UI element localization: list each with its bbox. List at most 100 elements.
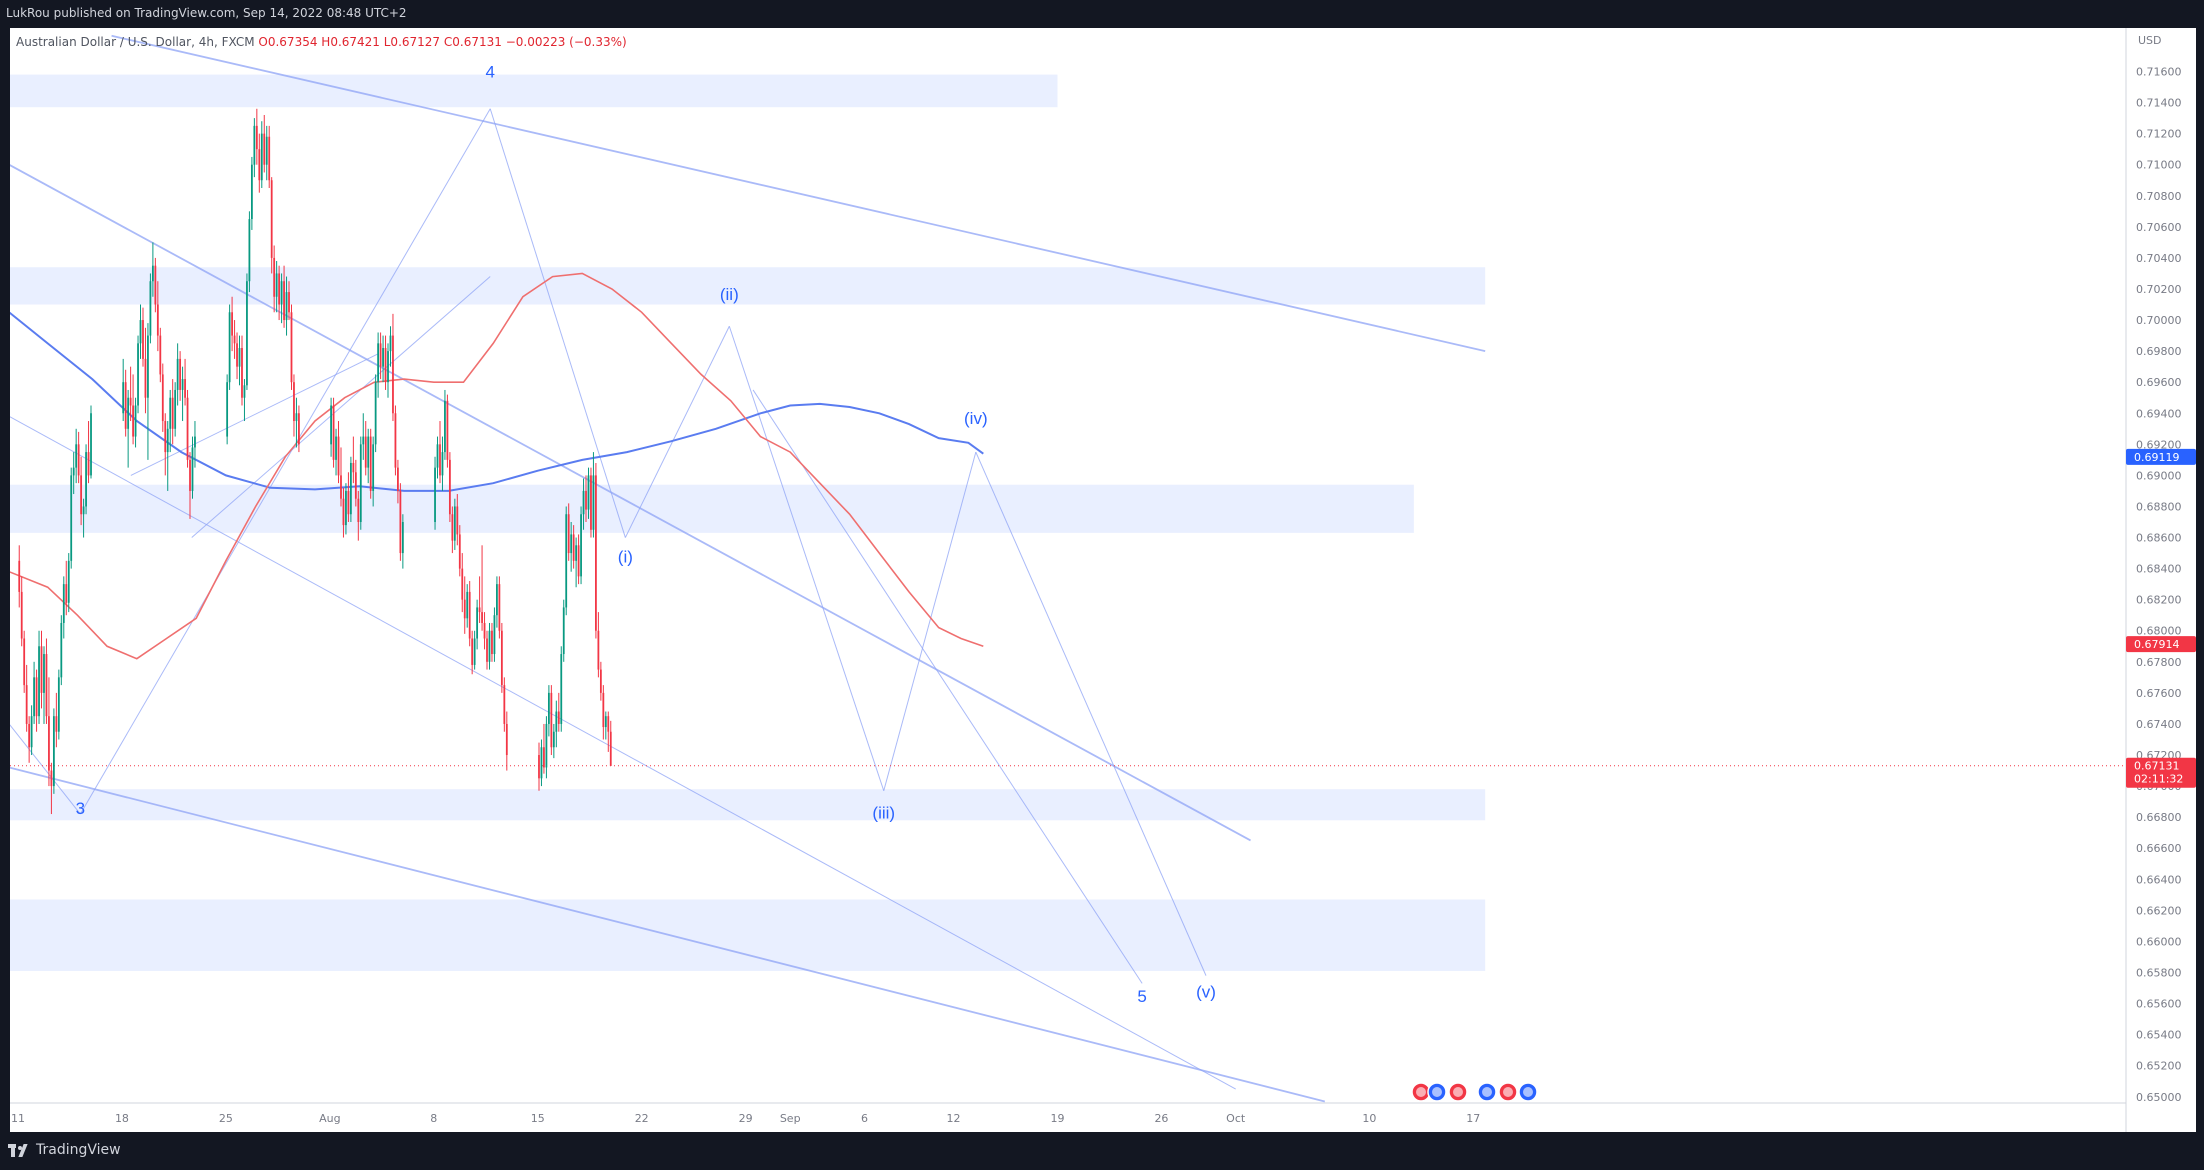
candle-body <box>263 133 266 165</box>
candle-body <box>75 444 78 468</box>
candle-body <box>354 472 357 499</box>
candle-body <box>582 490 585 515</box>
time-tick-label: Sep <box>780 1112 801 1125</box>
candle-body <box>486 638 488 662</box>
candle-body <box>498 584 501 631</box>
candle-body <box>275 273 278 297</box>
candle-body <box>238 348 241 367</box>
price-tick-label: 0.68400 <box>2136 563 2182 576</box>
price-tick-label: 0.67400 <box>2136 718 2182 731</box>
candle-body <box>367 436 370 468</box>
slow-moving-average <box>10 311 984 492</box>
publish-info: LukRou published on TradingView.com, Sep… <box>6 6 407 20</box>
candle-body <box>156 304 159 336</box>
candle-body <box>28 723 31 748</box>
candle-body <box>466 591 469 619</box>
wave-label: (v) <box>1196 982 1216 1001</box>
trend-line <box>111 34 1486 352</box>
candle-body <box>48 716 50 771</box>
price-tick-label: 0.69200 <box>2136 438 2182 451</box>
candle-body <box>181 379 184 390</box>
candle-body <box>491 630 493 655</box>
candle-body <box>132 405 134 437</box>
fast-moving-average <box>10 272 984 660</box>
candle-body <box>250 164 253 220</box>
candle-body <box>124 382 127 429</box>
candle-body <box>560 654 563 724</box>
candle-body <box>298 413 300 445</box>
candle-body <box>40 646 43 693</box>
candle-body <box>169 397 172 429</box>
candle-body <box>399 490 402 554</box>
price-label-box <box>2126 636 2196 653</box>
candle-body <box>30 716 33 748</box>
candle-body <box>471 638 474 665</box>
candle-body <box>137 343 139 406</box>
publish-bar: LukRou published on TradingView.com, Sep… <box>0 0 2204 28</box>
candle-body <box>463 599 466 619</box>
candle-body <box>543 747 545 768</box>
price-tick-label: 0.70400 <box>2136 252 2182 265</box>
candle-body <box>154 265 157 305</box>
price-tick-label: 0.68800 <box>2136 500 2182 513</box>
candle-body <box>57 677 60 732</box>
economic-event-icon <box>1448 1082 1468 1102</box>
candle-body <box>260 133 263 181</box>
price-label-box <box>2126 448 2196 465</box>
candle-body <box>243 385 246 398</box>
price-label-value: 0.69119 <box>2134 451 2180 464</box>
candle-body <box>595 475 597 631</box>
candle-body <box>72 467 75 476</box>
candle-body <box>604 716 607 728</box>
candle-body <box>265 136 268 165</box>
candle-body <box>488 630 491 662</box>
wave-label: 3 <box>76 799 85 818</box>
time-tick-label: 6 <box>861 1112 868 1125</box>
price-chart[interactable]: 3 4 (i) (ii) (iii) (iv) 5 (v) USD 0.71600 0.71400 0… <box>10 28 2196 1132</box>
time-tick-label: 17 <box>1466 1112 1480 1125</box>
trend-line <box>10 164 1251 842</box>
candle-body <box>599 669 602 693</box>
candle-body <box>253 125 256 165</box>
candle-body <box>372 444 375 491</box>
candle-body <box>18 560 21 592</box>
wave-label: (i) <box>618 547 633 566</box>
candle-body <box>285 292 288 321</box>
footer-bar: TradingView <box>0 1132 2204 1170</box>
candle-body <box>374 382 377 445</box>
economic-event-icon <box>1427 1082 1447 1102</box>
time-tick-label: 8 <box>430 1112 437 1125</box>
candle-body <box>607 716 610 732</box>
candle-body <box>139 320 142 344</box>
candle-body <box>444 400 446 453</box>
tradingview-logo-icon <box>8 1142 30 1158</box>
candle-body <box>577 545 580 577</box>
candle-body <box>144 358 147 398</box>
candle-body <box>345 490 347 526</box>
candle-body <box>159 335 162 375</box>
economic-event-icon <box>1477 1082 1497 1102</box>
candle-body <box>62 584 65 623</box>
candle-body <box>194 436 196 448</box>
trend-line <box>489 108 626 538</box>
candle-body <box>337 436 340 476</box>
event-flag-icon <box>1432 1087 1442 1097</box>
event-flag-icon <box>1523 1087 1533 1097</box>
candle-body <box>602 692 605 728</box>
tradingview-logo[interactable]: TradingView <box>8 1142 121 1158</box>
candle-body <box>52 716 55 787</box>
candle-body <box>147 335 149 398</box>
candle-body <box>122 382 125 414</box>
price-tick-label: 0.67600 <box>2136 687 2182 700</box>
price-tick-label: 0.70600 <box>2136 221 2182 234</box>
candle-body <box>33 677 35 717</box>
event-flag-icon <box>1503 1087 1513 1097</box>
candle-body <box>330 405 332 445</box>
price-label-value: 0.67131 <box>2134 760 2180 773</box>
candle-body <box>392 335 394 414</box>
candle-body <box>38 646 40 717</box>
candle-body <box>55 716 58 732</box>
candle-body <box>555 711 558 732</box>
chart-pane[interactable]: 3 4 (i) (ii) (iii) (iv) 5 (v) USD 0.71600 0.71400 0… <box>10 28 2196 1132</box>
candle-body <box>545 723 548 768</box>
